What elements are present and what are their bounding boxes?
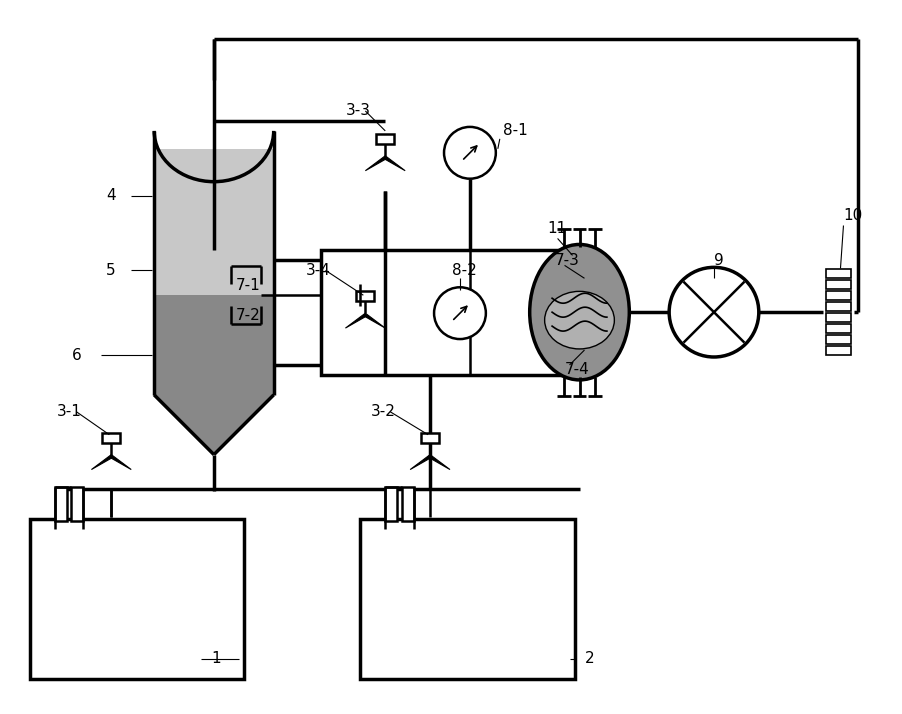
Text: 8-1: 8-1 xyxy=(502,124,527,139)
Bar xyxy=(824,302,851,311)
Text: 3-3: 3-3 xyxy=(345,104,370,119)
Bar xyxy=(824,269,851,278)
Text: 7-3: 7-3 xyxy=(554,253,579,268)
Text: 7-4: 7-4 xyxy=(564,363,589,378)
Bar xyxy=(366,526,568,634)
Text: 1: 1 xyxy=(211,651,220,666)
Text: 6: 6 xyxy=(71,348,81,363)
Bar xyxy=(71,488,83,521)
Bar xyxy=(824,281,851,289)
Text: 7-2: 7-2 xyxy=(235,308,261,323)
Bar xyxy=(154,149,273,296)
Text: 2: 2 xyxy=(584,651,594,666)
Bar xyxy=(401,488,414,521)
Bar xyxy=(385,488,397,521)
Bar xyxy=(154,296,273,395)
Bar xyxy=(102,433,120,443)
Bar xyxy=(420,433,438,443)
Polygon shape xyxy=(410,455,429,470)
Bar xyxy=(35,526,237,634)
Text: 10: 10 xyxy=(842,208,861,223)
Polygon shape xyxy=(365,156,385,171)
Ellipse shape xyxy=(529,244,629,380)
Bar xyxy=(824,291,851,300)
Text: 11: 11 xyxy=(547,221,566,236)
Bar xyxy=(824,335,851,344)
Bar xyxy=(356,291,374,301)
Circle shape xyxy=(444,127,495,178)
Text: 9: 9 xyxy=(713,253,723,268)
Polygon shape xyxy=(154,395,273,455)
Bar xyxy=(54,488,67,521)
Text: 7-1: 7-1 xyxy=(235,278,261,293)
Bar xyxy=(824,324,851,333)
Polygon shape xyxy=(345,313,365,328)
Bar xyxy=(30,519,244,679)
Ellipse shape xyxy=(544,291,613,349)
Polygon shape xyxy=(385,156,405,171)
Text: 3-4: 3-4 xyxy=(305,263,330,278)
Bar xyxy=(824,313,851,322)
Bar xyxy=(824,346,851,355)
Circle shape xyxy=(434,287,485,339)
Text: 3-1: 3-1 xyxy=(57,404,81,419)
Text: 8-2: 8-2 xyxy=(452,263,476,278)
Text: 5: 5 xyxy=(106,263,115,278)
Bar xyxy=(320,251,589,375)
Polygon shape xyxy=(111,455,131,470)
Text: 4: 4 xyxy=(106,188,115,203)
Polygon shape xyxy=(429,455,449,470)
Bar xyxy=(360,519,574,679)
Circle shape xyxy=(668,267,758,357)
Text: 3-2: 3-2 xyxy=(370,404,395,419)
Polygon shape xyxy=(91,455,111,470)
Bar xyxy=(376,134,394,144)
Polygon shape xyxy=(365,313,385,328)
